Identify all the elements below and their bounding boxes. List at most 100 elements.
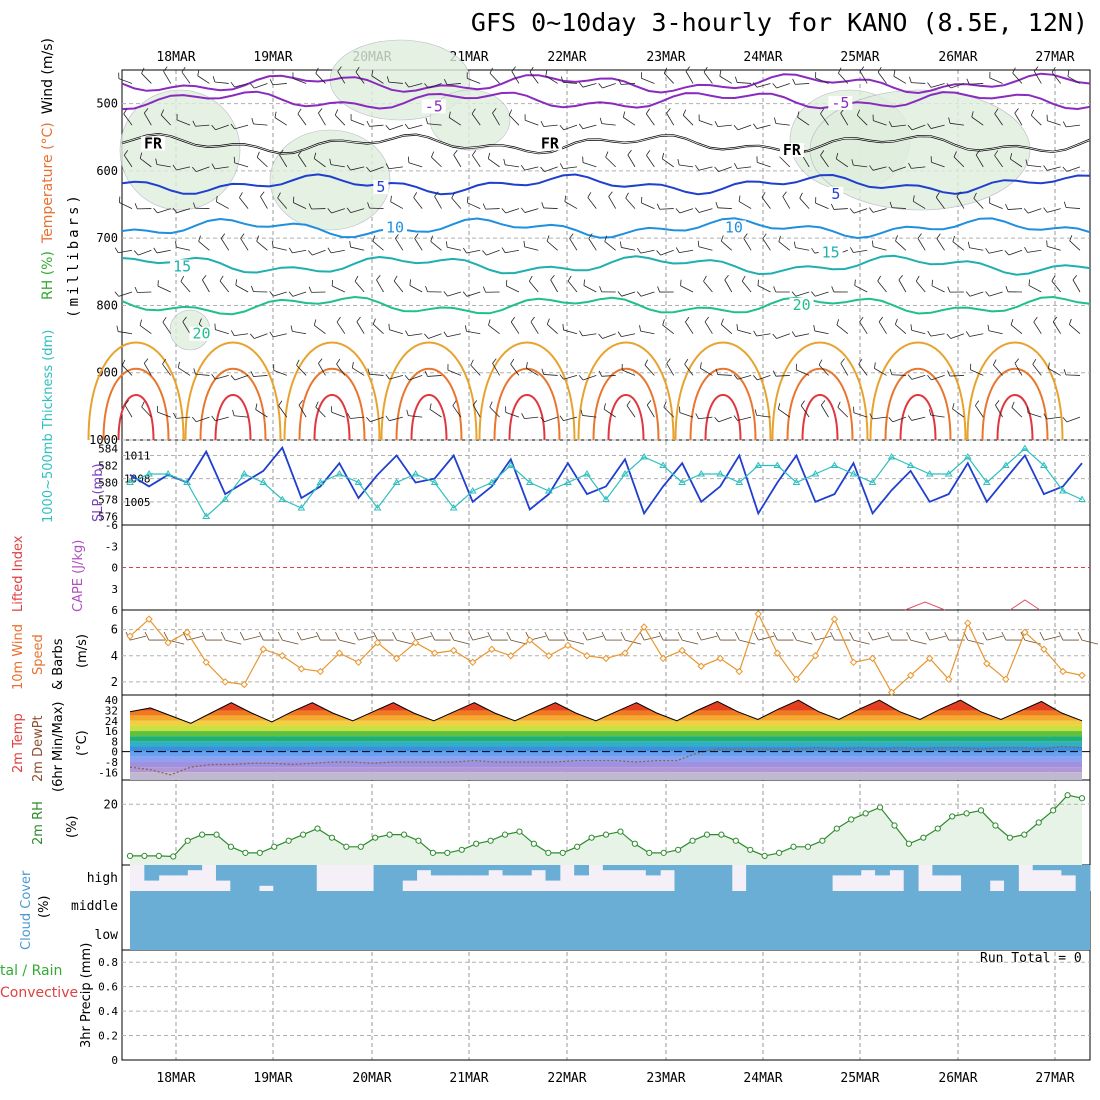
wind-barb (234, 375, 249, 381)
rh-point (271, 843, 278, 850)
surface-wind-barb-flag (239, 631, 245, 641)
wind-barb-flag (820, 400, 826, 406)
cloud-high-bar (488, 865, 504, 871)
wind-yunit: (m/s) (75, 634, 90, 668)
wind-barb (795, 83, 810, 85)
wind-barb (877, 72, 887, 84)
wind-barb-flag (564, 195, 567, 202)
wind-barb (448, 117, 462, 126)
thickness-point (716, 470, 725, 477)
cloud-high-bar (387, 865, 403, 891)
upper-ylabel-group: RH (%) Temperature (°C) Wind (m/s) (40, 38, 56, 300)
wind-barb (1051, 72, 1061, 84)
wind-barb (163, 71, 172, 84)
low-level-temp-contour (607, 394, 645, 441)
thickness-point (1040, 461, 1048, 468)
wind-barb-flag (657, 286, 661, 293)
wind-barb (489, 72, 500, 84)
rh-point (256, 849, 263, 856)
wind-barb-flag (260, 191, 265, 197)
wind-barb (253, 123, 268, 126)
wind-barb-flag (753, 123, 758, 129)
wind-barb-flag (818, 359, 823, 366)
wind-barb-flag (927, 82, 932, 88)
isotherm-label: 5 (831, 185, 840, 203)
rh-point (170, 853, 177, 860)
wind-tick-label: 4 (111, 649, 118, 663)
wind-barb-flag (1067, 70, 1070, 77)
surface-wind-barb-flag (677, 631, 683, 641)
cloud-level-label: high (87, 871, 118, 886)
wind-barb-flag (985, 248, 990, 254)
wind-barb-flag (1069, 235, 1073, 241)
wind-barb-flag (297, 150, 303, 156)
wind-barb-flag (715, 368, 719, 375)
rh-point (588, 834, 595, 841)
wind-barb (776, 333, 790, 339)
wind-barb (408, 162, 423, 168)
top-date-label: 24MAR (743, 50, 782, 65)
isotherm--10 (121, 72, 1091, 95)
wind-barb (680, 285, 694, 293)
wind-barb (330, 164, 345, 168)
cloud-high-bar (889, 865, 905, 871)
thickness-point (316, 478, 325, 485)
wind-barb-flag (429, 403, 432, 410)
cloud-high-bar (445, 865, 461, 876)
rh-point (545, 849, 552, 856)
wind-barb-flag (604, 235, 607, 242)
wind-barb-flag (858, 358, 863, 365)
wind-speed-point (1059, 667, 1067, 676)
cloud-high-bar (258, 865, 274, 886)
temp-ylabel-a: 2m Temp (11, 713, 26, 773)
wind-barb-flag (680, 279, 682, 286)
wind-barb (872, 208, 887, 213)
wind-barb-flag (503, 158, 506, 165)
wind-barb-flag (1062, 166, 1068, 172)
wind-barb (814, 330, 829, 335)
wind-barb (893, 75, 907, 84)
wind-barb (470, 364, 481, 376)
wind-barb (719, 75, 732, 84)
wind-barb-flag (1009, 153, 1013, 160)
wind-barb (234, 415, 249, 418)
wind-barb (931, 375, 945, 381)
wind-barb-flag (160, 109, 165, 116)
isotherm-label-bg (721, 220, 746, 235)
wind-barb-flag (975, 149, 981, 156)
wind-speed-point (278, 652, 287, 660)
thickness-point (640, 453, 648, 460)
low-level-temp-contour (674, 341, 772, 441)
wind-barb (350, 416, 365, 419)
low-level-temp-contour (298, 367, 366, 441)
rh-point (992, 822, 999, 829)
wind-speed-point (754, 610, 763, 618)
wind-barb-flag (371, 69, 374, 76)
thickness-point (297, 504, 306, 511)
low-level-temp-contour (689, 367, 757, 441)
rh-point (343, 843, 350, 850)
wind-barb (858, 364, 868, 376)
wind-barb-flag (927, 375, 932, 381)
rh-point (285, 837, 292, 844)
wind-barb-flag (143, 358, 149, 364)
wind-barb (779, 156, 791, 168)
upper-ylabel-part: RH (%) (40, 251, 56, 300)
wind-barb-flag (1043, 165, 1048, 171)
wind-barb-flag (388, 323, 390, 330)
cloud-high-bar (459, 865, 475, 876)
wind-barb-flag (849, 247, 854, 253)
wind-speed-point (811, 652, 820, 660)
wind-barb-flag (637, 247, 641, 254)
slp-ylabel-group: SLP (mb) (91, 463, 106, 522)
wind-barb (176, 166, 191, 171)
surface-wind-barb-flag (277, 631, 283, 641)
wind-barb-flag (546, 235, 550, 242)
wind-barb-flag (269, 291, 274, 297)
thickness-point (126, 478, 134, 485)
temp-color-band (130, 725, 1082, 732)
wind-barb (666, 112, 675, 126)
top-date-label: 25MAR (840, 50, 879, 65)
cloud-high-bar (1075, 865, 1091, 891)
wind-barb (911, 329, 926, 335)
